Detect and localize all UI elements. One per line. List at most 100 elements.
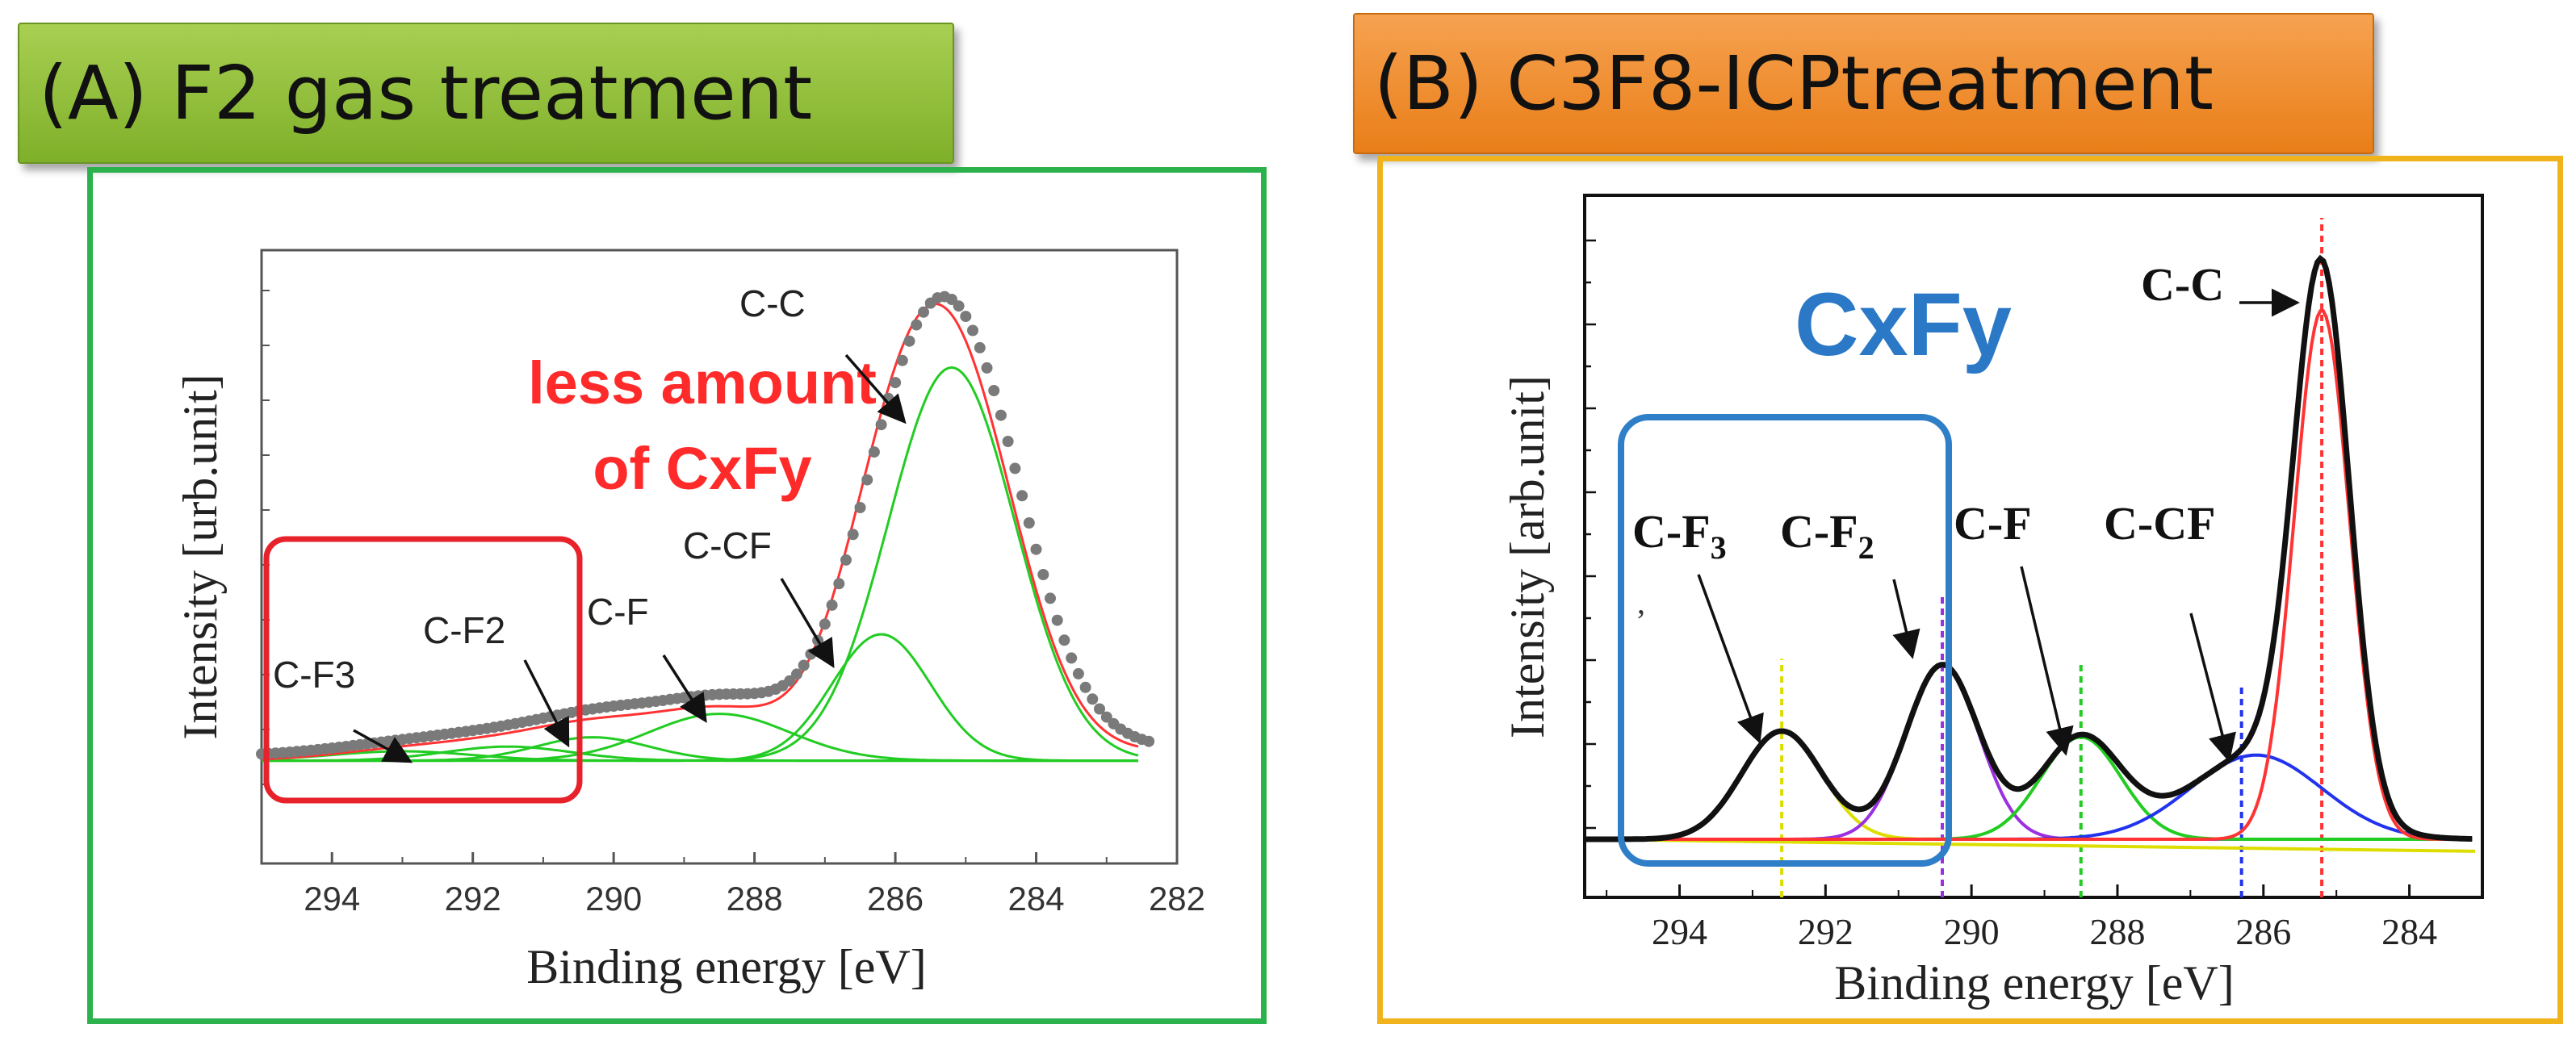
panel-a-data-point — [868, 446, 880, 458]
panel-a-x-tick-label: 294 — [304, 880, 360, 918]
panel-a-data-point — [1030, 543, 1042, 555]
panel-a-label-cc: C-C — [739, 282, 806, 324]
panel-b-arrow-cf2 — [1892, 579, 1920, 659]
panel-b-fit-envelope — [1585, 254, 2473, 842]
panel-b-x-tick-label: 294 — [1652, 911, 1707, 952]
panel-a-x-axis-label: Binding energy [eV] — [526, 940, 926, 993]
panel-a-data-point — [911, 319, 923, 331]
panel-a-data-point — [861, 474, 873, 486]
panel-a-data-point — [988, 385, 1000, 396]
panel-b-label-cf3: C-F3 — [1632, 505, 1727, 566]
panel-a-label-cf: C-F — [587, 591, 649, 633]
panel-a-chart: 294 292 290 288 286 284 282 Binding energy [eV… — [174, 249, 1205, 993]
panel-b-peak-c-c — [1585, 309, 2473, 841]
panel-a-arrow-ccf — [780, 578, 835, 669]
panel-a-data-point — [1045, 592, 1056, 604]
panel-a-x-ticks — [330, 852, 1179, 863]
panel-a-data-point — [854, 502, 866, 513]
panel-b-x-ticks — [1606, 884, 2411, 897]
panel-a-y-axis-label: Intensity [urb.unit] — [174, 374, 227, 739]
panel-a-data-point — [960, 311, 972, 323]
panel-b-label-cf2-sub: 2 — [1858, 529, 1874, 566]
panel-a-x-tick-label: 292 — [445, 880, 501, 918]
panel-b-y-axis-label: Intensity [arb.unit] — [1501, 375, 1554, 738]
panel-a-annotation-line1: less amount — [528, 349, 877, 416]
panel-a-arrow-cf2 — [523, 659, 570, 748]
panel-a-data-point — [1051, 614, 1063, 626]
panel-a-data-points — [256, 291, 1155, 760]
panel-b-chart: 294 292 290 288 286 284 Binding energy [eV] I… — [1501, 194, 2484, 1010]
panel-a-data-point — [1058, 634, 1070, 646]
panel-a-label-cf2: C-F2 — [423, 609, 505, 651]
panel-a-data-point — [840, 554, 852, 566]
panel-b-x-axis-label: Binding energy [eV] — [1834, 956, 2234, 1010]
panel-a-data-point — [890, 377, 902, 389]
panel-b-label-cf3-base: C-F — [1632, 505, 1711, 558]
panel-a-data-point — [981, 362, 993, 374]
panel-b-annotation: CxFy — [1795, 275, 2012, 374]
panel-a-data-point — [1100, 711, 1112, 723]
panel-a-arrow-cf3 — [353, 729, 413, 763]
panel-a-data-point — [1016, 490, 1028, 502]
panel-a-data-point — [918, 306, 929, 318]
panel-a-x-tick-label: 284 — [1007, 880, 1064, 918]
panel-a-data-point — [903, 335, 915, 347]
panel-b-curves — [1584, 254, 2475, 853]
panel-b-label-cf: C-F — [1954, 497, 2032, 550]
panel-b-x-tick-label: 292 — [1798, 911, 1853, 952]
panel-a-arrow-cc — [844, 353, 907, 424]
panel-a-arrow-cf — [662, 654, 707, 723]
panel-a-data-point — [805, 648, 817, 660]
panel-b-label-cf2-base: C-F — [1780, 505, 1858, 558]
panel-a-data-point — [826, 599, 838, 611]
panel-a-data-point — [784, 675, 796, 687]
panel-a-label-ccf: C-CF — [683, 525, 772, 566]
panel-a-data-point — [945, 294, 957, 305]
panel-a-data-point — [833, 578, 845, 590]
panel-b-baseline — [1584, 838, 2475, 853]
panel-b-label-cf2: C-F2 — [1780, 505, 1874, 566]
panel-a-data-point — [1066, 652, 1078, 664]
panel-b-x-tick-label: 288 — [2089, 911, 2145, 952]
panel-a-data-point — [847, 529, 859, 541]
panel-a-data-point — [995, 409, 1007, 421]
panel-b-x-tick-labels: 294 292 290 288 286 284 — [1652, 911, 2437, 952]
panel-b-peak-center-lines — [1780, 218, 2324, 897]
panel-b-arrow-ccf — [2189, 612, 2236, 763]
panel-a-data-point — [1002, 436, 1014, 447]
panel-b-arrow-cf3 — [1697, 574, 1764, 744]
panel-a-data-point — [819, 618, 831, 630]
panel-b-stray-mark: ‚ — [1636, 584, 1646, 621]
panel-a-annotation-line2: of CxFy — [593, 435, 811, 502]
panel-a-x-tick-label: 290 — [585, 880, 642, 918]
panel-a-data-point — [1023, 517, 1035, 529]
panel-a-data-point — [974, 341, 986, 353]
panel-b-frame — [1377, 156, 2563, 1024]
panel-a-data-point — [1072, 667, 1084, 679]
panel-a-title: (A) F2 gas treatment — [18, 23, 954, 164]
panel-a-label-cf3: C-F3 — [273, 654, 355, 696]
panel-a-data-point — [798, 659, 810, 671]
panel-a-x-tick-label: 286 — [867, 880, 924, 918]
panel-a-data-point — [1009, 462, 1021, 475]
panel-a-data-point — [967, 324, 978, 337]
panel-b-title: (B) C3F8-ICPtreatment — [1353, 13, 2374, 154]
panel-a-x-tick-labels: 294 292 290 288 286 284 282 — [304, 880, 1205, 918]
panel-a-x-tick-label: 282 — [1149, 880, 1205, 918]
panel-b-x-tick-label: 284 — [2381, 911, 2437, 952]
panel-b-label-cf3-sub: 3 — [1711, 529, 1727, 566]
panel-b-label-ccf: C-CF — [2104, 497, 2216, 550]
panel-a-data-point — [953, 300, 965, 312]
panel-b-x-tick-label: 290 — [1944, 911, 2000, 952]
panel-a-data-point — [896, 354, 908, 366]
panel-a-x-tick-label: 288 — [727, 880, 783, 918]
panel-a-cxfy-box — [263, 536, 583, 804]
panel-a-data-point — [875, 419, 887, 431]
panel-a-data-point — [1094, 703, 1105, 715]
panel-b-cxfy-box — [1618, 414, 1952, 867]
panel-b-x-tick-label: 286 — [2235, 911, 2291, 952]
panel-b-arrow-cf — [2020, 566, 2074, 756]
panel-b-label-cc: C-C — [2141, 258, 2224, 311]
panel-a-data-point — [1087, 693, 1099, 705]
